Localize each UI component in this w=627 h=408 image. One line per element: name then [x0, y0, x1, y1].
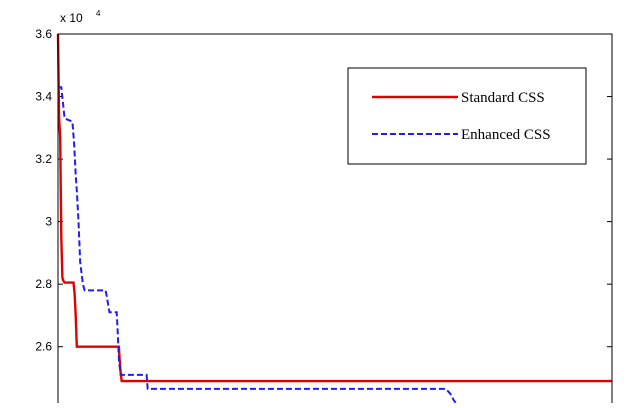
y-exponent-power: 4 — [96, 9, 101, 18]
y-tick-label: 3 — [45, 215, 52, 229]
y-exponent-label: x 10 — [60, 11, 83, 25]
series-line-enhanced-css — [58, 86, 457, 404]
legend: Standard CSS Enhanced CSS — [347, 67, 587, 165]
y-tick-label: 3.4 — [35, 90, 52, 104]
y-tick-label: 2.6 — [35, 340, 52, 354]
y-tick-label: 3.6 — [35, 27, 52, 41]
y-axis-ticks: 2.6 2.8 3 3.2 3.4 3.6 — [35, 27, 612, 354]
legend-label-standard-css: Standard CSS — [461, 90, 545, 106]
y-tick-label: 2.8 — [35, 277, 52, 291]
legend-box — [347, 67, 587, 165]
plot-series — [56, 33, 612, 404]
y-tick-label: 3.2 — [35, 152, 52, 166]
legend-label-enhanced-css: Enhanced CSS — [461, 127, 551, 143]
